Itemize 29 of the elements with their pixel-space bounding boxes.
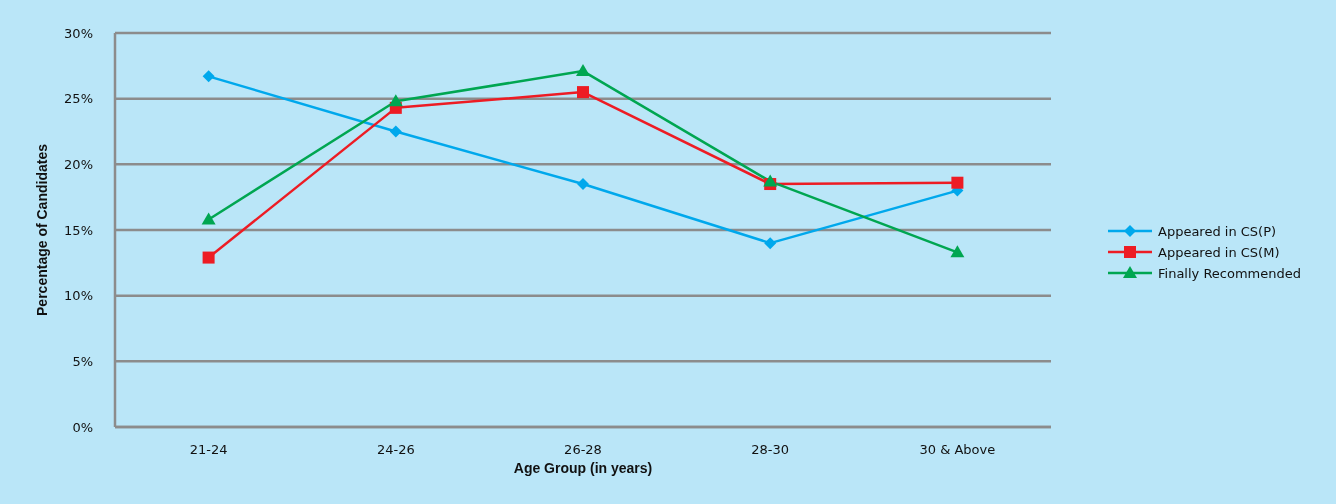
y-tick-label: 20% xyxy=(64,156,93,172)
point xyxy=(950,245,965,258)
y-axis-title: Percentage of Candidates xyxy=(33,143,50,316)
y-tick-label: 5% xyxy=(72,353,93,369)
x-tick-label: 21-24 xyxy=(189,442,228,458)
x-tick-label: 28-30 xyxy=(751,442,790,458)
point xyxy=(201,212,216,225)
point xyxy=(951,176,964,189)
x-tick-label: 26-28 xyxy=(564,442,602,458)
x-axis-title: Age Group (in years) xyxy=(513,459,653,476)
point xyxy=(576,64,590,77)
y-tick-label: 25% xyxy=(64,91,93,107)
legend-label: Finally Recommended xyxy=(1158,265,1302,281)
point xyxy=(763,174,778,187)
y-tick-label: 10% xyxy=(64,288,93,304)
x-tick-label: 30 & Above xyxy=(919,442,996,458)
point xyxy=(577,86,589,99)
point xyxy=(388,94,403,107)
y-tick-label: 30% xyxy=(64,25,93,41)
y-tick-label: 0% xyxy=(72,419,93,435)
point xyxy=(389,125,402,138)
point xyxy=(202,251,215,264)
x-tick-label: 24-26 xyxy=(376,442,415,458)
y-tick-label: 15% xyxy=(64,222,93,238)
point xyxy=(202,70,215,83)
point xyxy=(764,237,777,250)
legend-label: Appeared in CS(M) xyxy=(1158,244,1280,260)
legend-label: Appeared in CS(P) xyxy=(1158,223,1277,239)
point xyxy=(577,178,589,191)
